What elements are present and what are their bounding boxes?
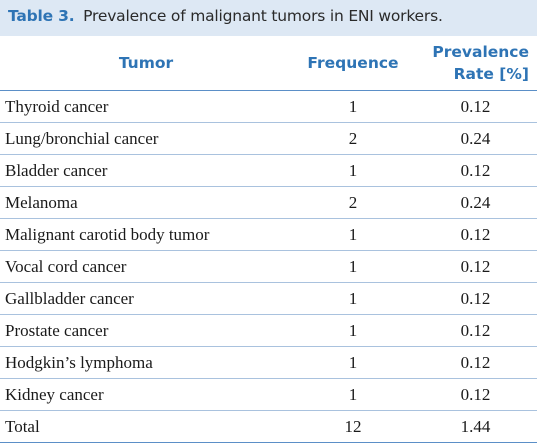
cell-tumor: Vocal cord cancer	[0, 250, 292, 283]
cell-tumor: Malignant carotid body tumor	[0, 218, 292, 251]
table-row: Hodgkin’s lymphoma 1 0.12	[0, 346, 537, 379]
table-caption: Table 3. Prevalence of malignant tumors …	[0, 0, 537, 36]
table-row: Thyroid cancer 1 0.12	[0, 90, 537, 123]
cell-tumor: Thyroid cancer	[0, 90, 292, 123]
table-total-row: Total 12 1.44	[0, 410, 537, 443]
column-header-prevalence-line2: Rate [%]	[453, 65, 529, 83]
column-header-prevalence-line1: Prevalence	[432, 43, 529, 61]
cell-tumor: Melanoma	[0, 186, 292, 219]
cell-prevalence: 0.12	[414, 218, 537, 251]
cell-prevalence: 0.12	[414, 282, 537, 315]
table-row: Bladder cancer 1 0.12	[0, 154, 537, 187]
cell-frequence: 1	[292, 154, 414, 187]
cell-tumor: Gallbladder cancer	[0, 282, 292, 315]
table-row: Lung/bronchial cancer 2 0.24	[0, 122, 537, 155]
table-header-row: Tumor Frequence Prevalence Rate [%]	[0, 36, 537, 91]
table-body: Thyroid cancer 1 0.12 Lung/bronchial can…	[0, 90, 537, 443]
cell-frequence: 1	[292, 378, 414, 411]
cell-prevalence: 0.12	[414, 378, 537, 411]
cell-prevalence: 0.24	[414, 186, 537, 219]
table-row: Vocal cord cancer 1 0.12	[0, 250, 537, 283]
cell-frequence: 2	[292, 186, 414, 219]
table-row: Gallbladder cancer 1 0.12	[0, 282, 537, 315]
total-prevalence: 1.44	[414, 410, 537, 443]
table-row: Kidney cancer 1 0.12	[0, 378, 537, 411]
prevalence-table: Tumor Frequence Prevalence Rate [%] Thyr…	[0, 36, 537, 443]
table-header: Tumor Frequence Prevalence Rate [%]	[0, 36, 537, 91]
column-header-tumor: Tumor	[0, 36, 292, 91]
cell-prevalence: 0.12	[414, 314, 537, 347]
cell-prevalence: 0.24	[414, 122, 537, 155]
table-caption-text: Prevalence of malignant tumors in ENI wo…	[83, 7, 443, 25]
table-row: Malignant carotid body tumor 1 0.12	[0, 218, 537, 251]
cell-frequence: 1	[292, 282, 414, 315]
cell-frequence: 1	[292, 90, 414, 123]
cell-prevalence: 0.12	[414, 346, 537, 379]
cell-tumor: Kidney cancer	[0, 378, 292, 411]
total-label: Total	[0, 410, 292, 443]
cell-frequence: 1	[292, 314, 414, 347]
total-frequence: 12	[292, 410, 414, 443]
cell-prevalence: 0.12	[414, 250, 537, 283]
cell-tumor: Lung/bronchial cancer	[0, 122, 292, 155]
cell-tumor: Hodgkin’s lymphoma	[0, 346, 292, 379]
table-row: Melanoma 2 0.24	[0, 186, 537, 219]
cell-frequence: 1	[292, 218, 414, 251]
table-row: Prostate cancer 1 0.12	[0, 314, 537, 347]
cell-frequence: 2	[292, 122, 414, 155]
cell-tumor: Bladder cancer	[0, 154, 292, 187]
cell-prevalence: 0.12	[414, 154, 537, 187]
cell-frequence: 1	[292, 346, 414, 379]
cell-tumor: Prostate cancer	[0, 314, 292, 347]
column-header-prevalence: Prevalence Rate [%]	[414, 36, 537, 91]
cell-prevalence: 0.12	[414, 90, 537, 123]
cell-frequence: 1	[292, 250, 414, 283]
table-caption-label: Table 3.	[8, 7, 75, 25]
column-header-frequence: Frequence	[292, 36, 414, 91]
